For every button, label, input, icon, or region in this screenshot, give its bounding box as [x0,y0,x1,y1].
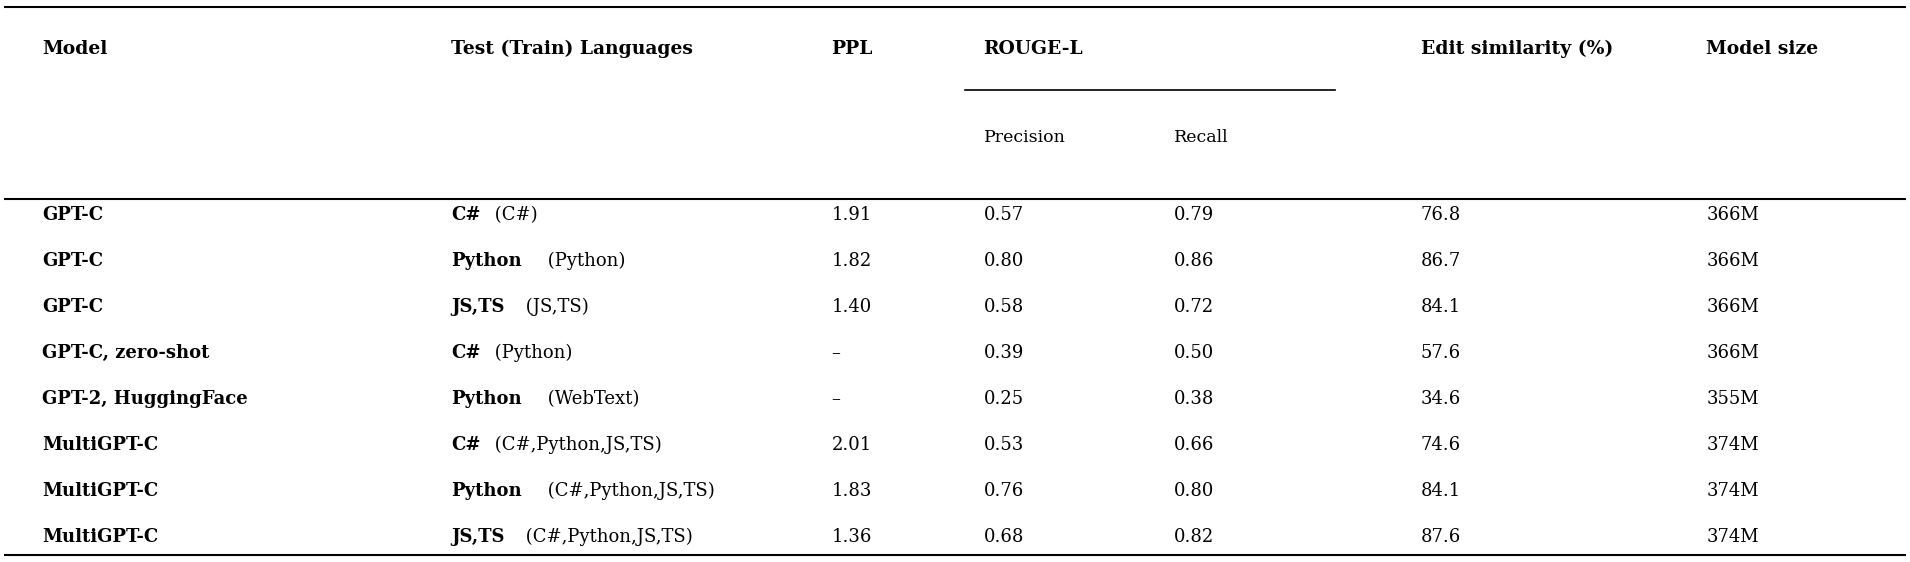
Text: (Python): (Python) [542,252,625,270]
Text: 366M: 366M [1706,252,1759,270]
Text: 0.76: 0.76 [984,482,1024,500]
Text: 366M: 366M [1706,298,1759,316]
Text: 34.6: 34.6 [1421,390,1461,408]
Text: 0.25: 0.25 [984,390,1024,408]
Text: ROUGE-L: ROUGE-L [984,40,1083,58]
Text: 366M: 366M [1706,344,1759,362]
Text: (WebText): (WebText) [542,390,640,408]
Text: GPT-C, zero-shot: GPT-C, zero-shot [42,344,210,362]
Text: 1.91: 1.91 [831,206,871,224]
Text: C#: C# [451,344,481,362]
Text: 374M: 374M [1706,528,1759,546]
Text: 366M: 366M [1706,206,1759,224]
Text: –: – [831,344,840,362]
Text: 76.8: 76.8 [1421,206,1461,224]
Text: JS,TS: JS,TS [451,298,504,316]
Text: Model: Model [42,40,107,58]
Text: 0.80: 0.80 [984,252,1024,270]
Text: 0.86: 0.86 [1173,252,1215,270]
Text: GPT-C: GPT-C [42,298,103,316]
Text: MultiGPT-C: MultiGPT-C [42,482,159,500]
Text: Recall: Recall [1173,129,1228,146]
Text: MultiGPT-C: MultiGPT-C [42,436,159,454]
Text: JS,TS: JS,TS [451,528,504,546]
Text: Precision: Precision [984,129,1066,146]
Text: 87.6: 87.6 [1421,528,1461,546]
Text: Model size: Model size [1706,40,1818,58]
Text: 355M: 355M [1706,390,1759,408]
Text: 0.72: 0.72 [1173,298,1215,316]
Text: 0.53: 0.53 [984,436,1024,454]
Text: (C#,Python,JS,TS): (C#,Python,JS,TS) [542,482,714,500]
Text: 374M: 374M [1706,482,1759,500]
Text: (Python): (Python) [489,344,573,362]
Text: GPT-C: GPT-C [42,206,103,224]
Text: 1.82: 1.82 [831,252,871,270]
Text: (C#,Python,JS,TS): (C#,Python,JS,TS) [520,528,693,546]
Text: 1.36: 1.36 [831,528,871,546]
Text: 0.80: 0.80 [1173,482,1215,500]
Text: 1.83: 1.83 [831,482,871,500]
Text: MultiGPT-C: MultiGPT-C [42,528,159,546]
Text: 0.38: 0.38 [1173,390,1215,408]
Text: C#: C# [451,436,481,454]
Text: Test (Train) Languages: Test (Train) Languages [451,40,693,58]
Text: 86.7: 86.7 [1421,252,1461,270]
Text: (C#,Python,JS,TS): (C#,Python,JS,TS) [489,436,661,454]
Text: Python: Python [451,390,521,408]
Text: GPT-2, HuggingFace: GPT-2, HuggingFace [42,390,248,408]
Text: Python: Python [451,252,521,270]
Text: 2.01: 2.01 [831,436,871,454]
Text: 0.82: 0.82 [1173,528,1215,546]
Text: 0.68: 0.68 [984,528,1024,546]
Text: 84.1: 84.1 [1421,482,1461,500]
Text: 0.58: 0.58 [984,298,1024,316]
Text: GPT-C: GPT-C [42,252,103,270]
Text: 374M: 374M [1706,436,1759,454]
Text: (JS,TS): (JS,TS) [520,298,588,316]
Text: 0.79: 0.79 [1173,206,1215,224]
Text: C#: C# [451,206,481,224]
Text: 0.50: 0.50 [1173,344,1215,362]
Text: 1.40: 1.40 [831,298,871,316]
Text: 0.57: 0.57 [984,206,1024,224]
Text: Python: Python [451,482,521,500]
Text: Edit similarity (%): Edit similarity (%) [1421,40,1614,58]
Text: PPL: PPL [831,40,873,58]
Text: 0.66: 0.66 [1173,436,1215,454]
Text: 84.1: 84.1 [1421,298,1461,316]
Text: (C#): (C#) [489,206,537,224]
Text: –: – [831,390,840,408]
Text: 57.6: 57.6 [1421,344,1461,362]
Text: 74.6: 74.6 [1421,436,1461,454]
Text: 0.39: 0.39 [984,344,1024,362]
